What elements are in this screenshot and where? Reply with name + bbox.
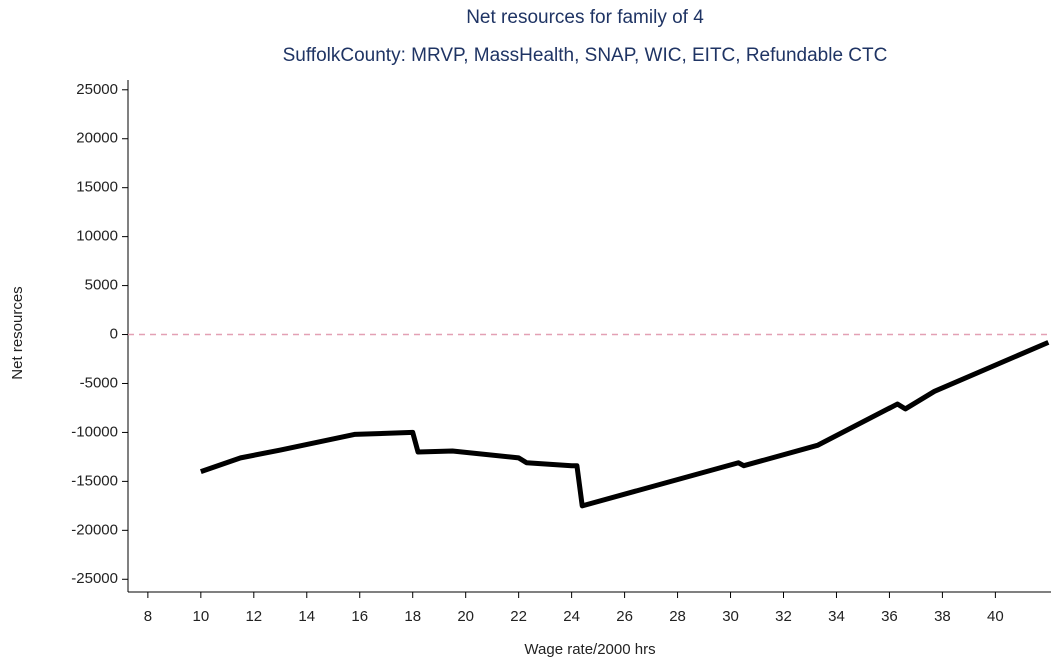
- x-tick-label: 24: [563, 608, 580, 625]
- x-tick-label: 32: [775, 608, 792, 625]
- line: [200, 340, 1050, 509]
- x-tick-label: 36: [881, 608, 898, 625]
- y-tick-label: 25000: [76, 81, 118, 98]
- x-tick-label: 40: [987, 608, 1004, 625]
- x-tick-label: 28: [669, 608, 686, 625]
- y-axis-label: Net resources: [9, 286, 26, 379]
- x-tick-label: 26: [616, 608, 633, 625]
- y-tick-label: -25000: [71, 570, 118, 587]
- y-tick-label: 20000: [76, 130, 118, 147]
- y-tick-label: 15000: [76, 179, 118, 196]
- x-tick-label: 12: [245, 608, 262, 625]
- y-tick-label: -20000: [71, 521, 118, 538]
- x-tick-label: 20: [457, 608, 474, 625]
- x-tick-label: 10: [192, 608, 209, 625]
- y-tick-label: -10000: [71, 423, 118, 440]
- x-tick-label: 18: [404, 608, 421, 625]
- x-tick-label: 30: [722, 608, 739, 625]
- x-tick-label: 34: [828, 608, 845, 625]
- y-tick-label: 10000: [76, 228, 118, 245]
- chart-title: Net resources for family of 4: [466, 7, 704, 28]
- x-tick-label: 16: [351, 608, 368, 625]
- x-tick-label: 14: [298, 608, 315, 625]
- x-tick-label: 8: [144, 608, 152, 625]
- x-tick-label: 22: [510, 608, 527, 625]
- y-tick-label: 5000: [85, 277, 118, 294]
- y-tick-label: -5000: [80, 374, 118, 391]
- y-tick-label: 0: [110, 326, 118, 343]
- y-tick-label: -15000: [71, 472, 118, 489]
- chart-subtitle: SuffolkCounty: MRVP, MassHealth, SNAP, W…: [283, 45, 888, 66]
- x-axis-label: Wage rate/2000 hrs: [524, 641, 655, 658]
- x-tick-label: 38: [934, 608, 951, 625]
